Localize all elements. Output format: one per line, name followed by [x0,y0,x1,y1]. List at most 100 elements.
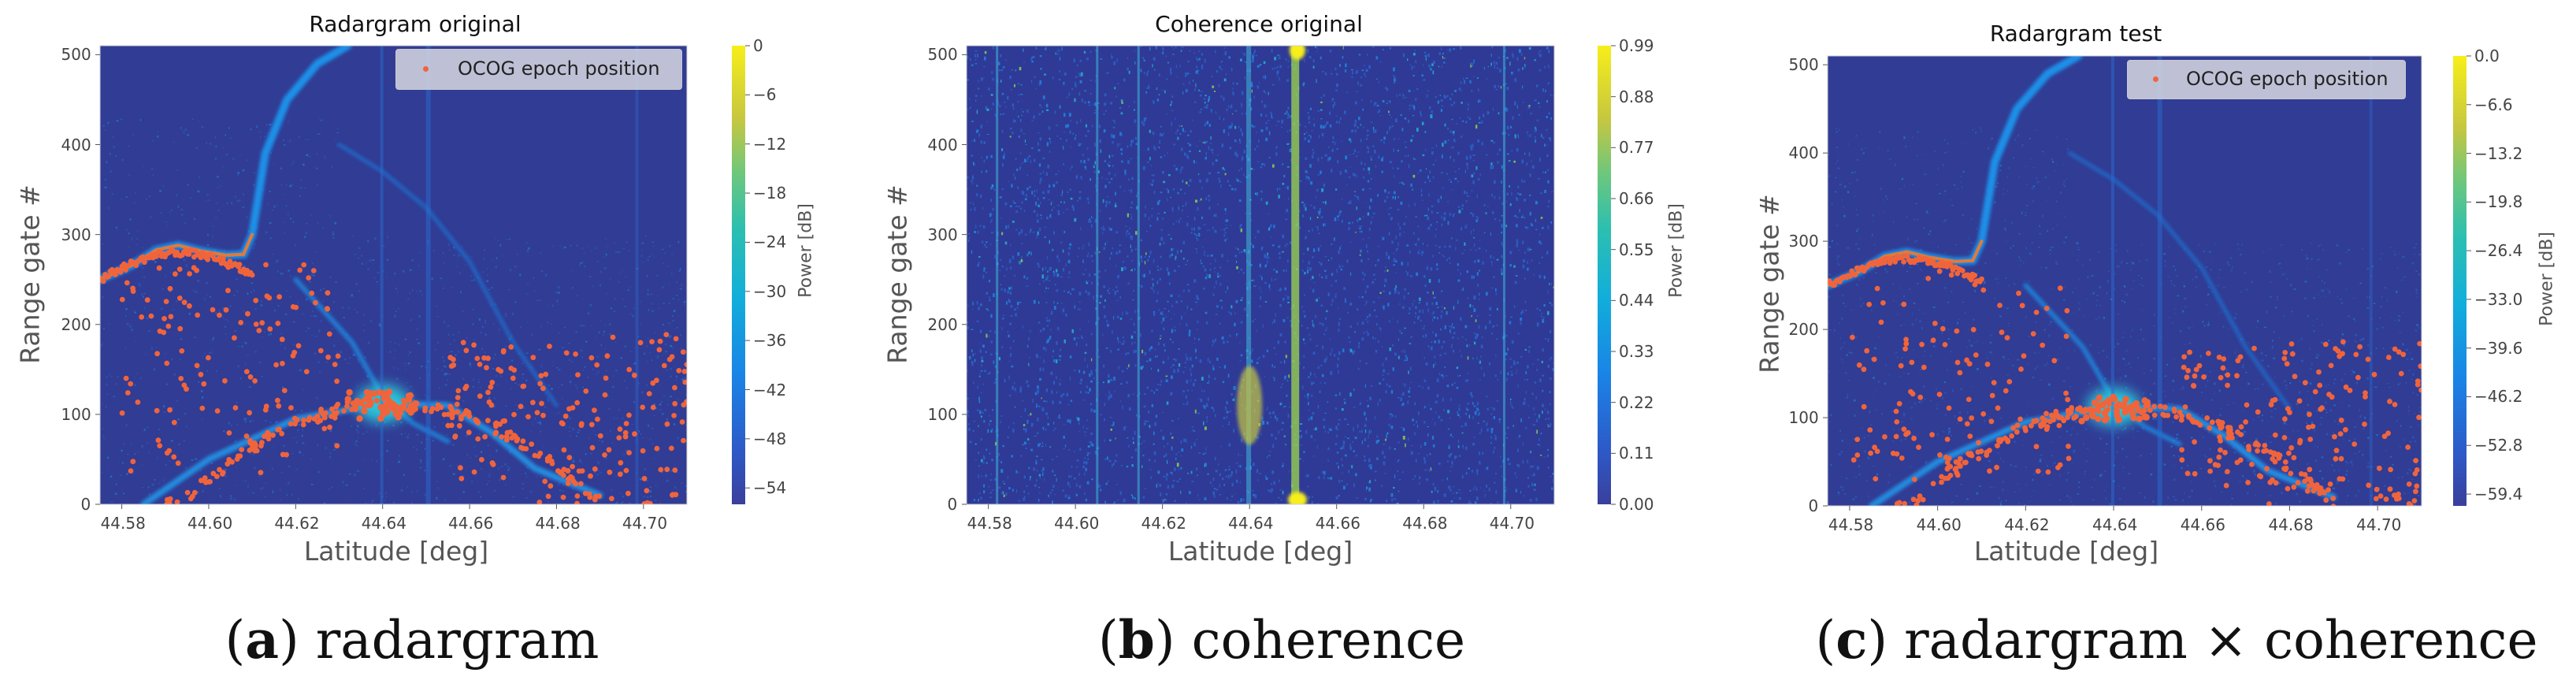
speckle-cell [302,429,303,432]
ocog-point [603,375,609,381]
noise-cell [1053,231,1056,235]
noise-cell [1349,138,1351,141]
noise-cell [1204,426,1207,430]
noise-cell [1127,255,1129,258]
noise-cell [1423,275,1426,278]
noise-cell [1536,466,1539,470]
speckle-cell [251,282,254,284]
noise-cell [1514,472,1516,475]
speckle-cell [596,474,599,476]
noise-cell [1119,491,1122,496]
speckle-cell [395,310,397,312]
speckle-cell [638,429,640,433]
noise-cell [1214,456,1216,461]
noise-cell [1170,471,1172,474]
noise-cell [1171,253,1173,256]
noise-cell [1171,206,1174,211]
noise-cell [1381,485,1383,487]
noise-cell [1338,321,1340,326]
ocog-point [490,462,496,467]
speckle-cell [473,279,475,281]
ocog-point [482,433,488,440]
speckle-cell [219,185,221,187]
noise-cell [1318,232,1320,235]
ocog-point [565,481,571,486]
noise-cell [1004,241,1008,245]
ocog-point [486,399,492,405]
noise-cell [1190,470,1193,474]
noise-cell [1069,377,1071,381]
noise-cell [1286,243,1288,245]
noise-cell [1223,417,1226,420]
speckle-cell [580,349,583,352]
noise-cell [1182,403,1184,405]
speckle-cell [582,325,585,327]
noise-cell [1411,65,1413,70]
noise-cell [1274,377,1275,381]
speckle-cell [484,333,488,336]
noise-cell [1552,473,1554,475]
noise-cell [1121,102,1123,104]
noise-cell [1539,69,1541,72]
noise-cell [988,299,991,302]
noise-cell [1144,488,1146,489]
noise-cell [993,360,995,364]
noise-cell [1035,460,1037,465]
speckle-cell [419,459,422,461]
noise-cell [1368,314,1372,317]
noise-cell [1049,151,1051,153]
ocog-point [625,490,631,496]
noise-cell [1063,82,1065,85]
noise-cell [1193,279,1197,283]
ocog-point [537,450,544,456]
noise-cell [1544,65,1546,69]
speckle-cell [573,457,574,460]
noise-cell [1473,341,1476,345]
speckle-cell [358,257,359,259]
ocog-point [485,418,491,424]
ocog-point [176,295,183,301]
noise-cell [1189,143,1192,147]
noise-cell [1218,84,1220,87]
noise-cell [1449,433,1452,437]
noise-cell [1171,95,1174,98]
noise-cell [1023,48,1024,52]
noise-cell [1047,255,1049,260]
speckle-cell [269,236,273,240]
noise-cell [1117,275,1119,279]
noise-cell [1404,117,1407,120]
noise-cell [1095,370,1097,371]
speckle-cell [522,362,524,364]
noise-cell [1321,157,1323,159]
noise-cell [1548,50,1550,53]
ocog-point [239,447,245,452]
noise-cell [1399,232,1401,236]
noise-cell [1536,322,1539,327]
noise-cell [1063,113,1066,117]
noise-cell [1234,493,1235,495]
speckle-cell [505,405,507,407]
speckle-cell [624,345,626,348]
noise-cell [1120,112,1123,115]
noise-cell [1118,340,1119,344]
noise-cell [1156,281,1159,284]
speckle-cell [489,455,492,457]
speckle-cell [436,481,439,482]
speckle-cell [136,452,139,453]
noise-cell [1180,250,1182,253]
noise-cell [1080,143,1082,145]
speckle-cell [581,461,583,463]
noise-cell [1041,445,1044,448]
noise-cell [1132,496,1134,499]
speckle-cell [283,444,286,448]
noise-cell [1506,426,1509,429]
noise-cell [1360,84,1362,87]
ocog-point [597,433,603,439]
speckle-cell [102,471,103,473]
speckle-cell [282,386,284,388]
ocog-point [123,267,129,273]
noise-cell [1320,170,1322,175]
noise-cell [1320,304,1323,307]
noise-cell [1434,340,1436,344]
speckle-cell [115,154,117,157]
